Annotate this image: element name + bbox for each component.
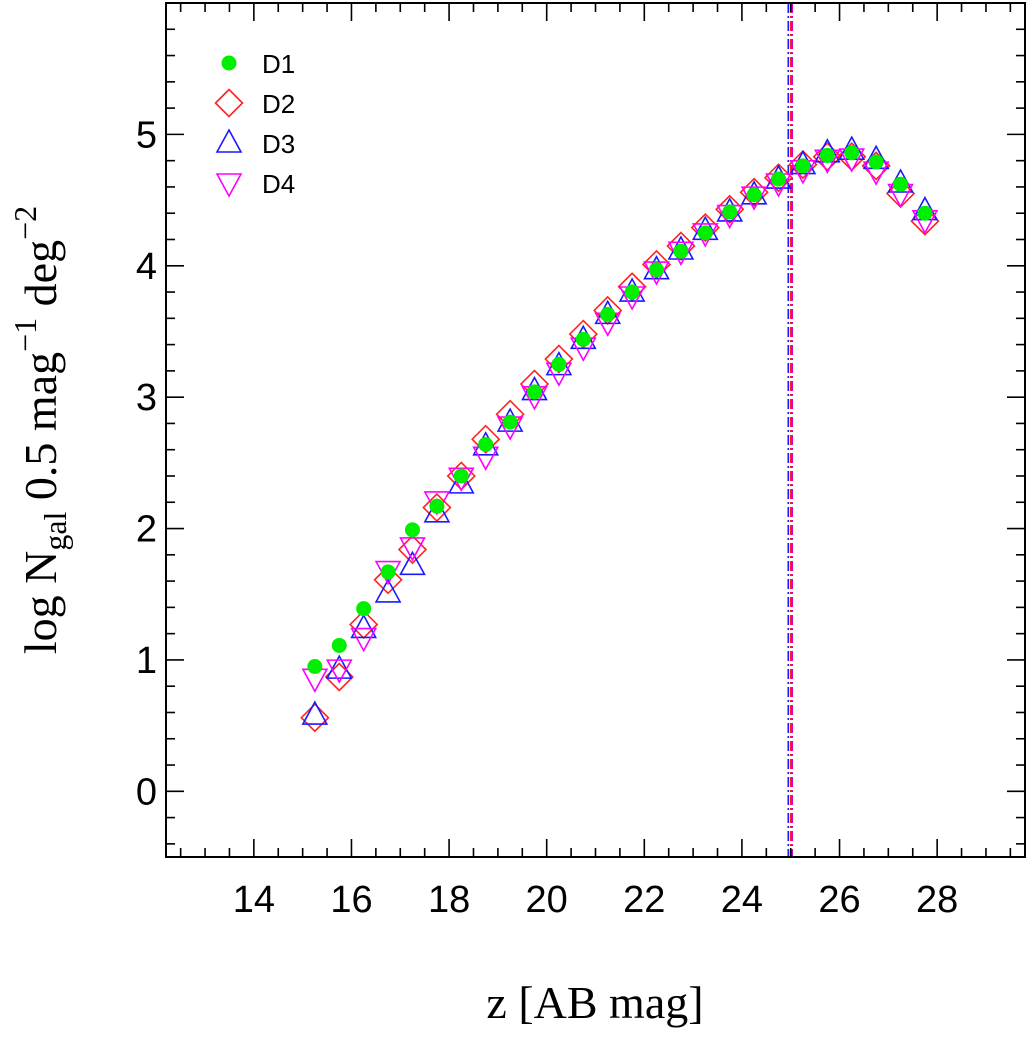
legend-label-D2: D2 xyxy=(262,89,295,119)
legend: D1 D2 D3 D4 xyxy=(214,49,295,199)
data-point-D1 xyxy=(331,637,347,653)
data-point-D1 xyxy=(453,468,469,484)
x-tick-label: 26 xyxy=(818,879,860,921)
y-axis-title-sup1: −1 xyxy=(7,318,43,352)
data-point-D1 xyxy=(697,225,713,241)
data-point-D3 xyxy=(399,550,426,576)
data-point-D1 xyxy=(893,176,909,192)
data-point-D1 xyxy=(502,414,518,430)
data-point-D1 xyxy=(746,187,762,203)
data-point-D1 xyxy=(795,158,811,174)
series-D1 xyxy=(307,145,933,674)
y-axis-title: log Ngal 0.5 mag−1 deg−2 xyxy=(7,206,73,654)
series-D2 xyxy=(300,142,940,733)
data-point-D2 xyxy=(471,424,501,454)
data-point-D1 xyxy=(868,154,884,170)
data-point-D1 xyxy=(478,436,494,452)
data-point-D3 xyxy=(350,613,378,639)
x-axis-title: z [AB mag] xyxy=(486,977,703,1028)
data-point-D1 xyxy=(771,171,787,187)
data-point-D3 xyxy=(374,578,402,603)
x-tick-label: 22 xyxy=(623,879,665,921)
y-axis-title-sub: gal xyxy=(37,511,73,550)
data-point-D2 xyxy=(373,565,403,595)
data-point-D1 xyxy=(526,384,542,400)
x-tick-label: 14 xyxy=(233,879,275,921)
data-point-D1 xyxy=(819,147,835,163)
data-point-D1 xyxy=(575,331,591,347)
data-point-D1 xyxy=(722,204,738,220)
legend-marker-D4 xyxy=(215,173,243,198)
y-axis-title-mid2: deg xyxy=(15,240,66,318)
data-point-D1 xyxy=(380,564,396,580)
legend-label-D4: D4 xyxy=(262,169,295,199)
x-tick-label: 16 xyxy=(330,879,372,921)
x-tick-label: 18 xyxy=(428,879,470,921)
x-tick-label: 20 xyxy=(526,879,568,921)
data-point-D1 xyxy=(404,522,420,538)
data-point-D2 xyxy=(544,344,574,374)
x-tick-label: 28 xyxy=(916,879,958,921)
series-D3 xyxy=(301,135,939,725)
data-point-D3 xyxy=(301,700,329,725)
data-point-D1 xyxy=(673,243,689,259)
data-points xyxy=(300,135,940,733)
data-point-D1 xyxy=(600,306,616,322)
axes xyxy=(165,2,1026,858)
series-D4 xyxy=(301,148,939,693)
y-axis-title-mid: 0.5 mag xyxy=(15,352,66,512)
y-tick-label: 4 xyxy=(136,246,157,288)
data-point-D3 xyxy=(423,498,451,523)
data-point-D4 xyxy=(399,537,426,562)
limit-lines xyxy=(787,3,793,857)
data-point-D1 xyxy=(356,601,372,617)
legend-marker-D1 xyxy=(221,55,237,71)
legend-marker-D2 xyxy=(214,88,244,118)
legend-label-D1: D1 xyxy=(262,49,295,79)
y-tick-label: 0 xyxy=(136,771,157,813)
data-point-D4 xyxy=(350,627,378,653)
data-point-D1 xyxy=(649,262,665,278)
data-point-D2 xyxy=(812,142,842,172)
data-point-D1 xyxy=(551,356,567,372)
x-tick-label: 24 xyxy=(721,879,763,921)
data-point-D1 xyxy=(624,284,640,300)
data-point-D1 xyxy=(917,205,933,221)
data-point-D4 xyxy=(325,659,353,684)
y-axis-title-sup2: −2 xyxy=(7,206,43,240)
y-tick-label: 2 xyxy=(136,509,157,551)
data-point-D3 xyxy=(325,654,353,679)
legend-label-D3: D3 xyxy=(262,129,295,159)
y-tick-label: 1 xyxy=(136,640,157,682)
y-tick-label: 5 xyxy=(136,114,157,156)
data-point-D1 xyxy=(307,658,323,674)
legend-marker-D3 xyxy=(215,128,243,153)
tick-labels: 14 16 18 20 22 24 26 28 0 1 2 3 4 5 xyxy=(136,114,958,921)
y-tick-label: 3 xyxy=(136,377,157,419)
data-point-D1 xyxy=(429,498,445,514)
data-point-D3 xyxy=(447,469,475,494)
data-point-D2 xyxy=(324,662,354,692)
data-point-D1 xyxy=(844,145,860,161)
y-axis-title-base: log N xyxy=(15,551,66,655)
data-point-D2 xyxy=(300,703,330,733)
